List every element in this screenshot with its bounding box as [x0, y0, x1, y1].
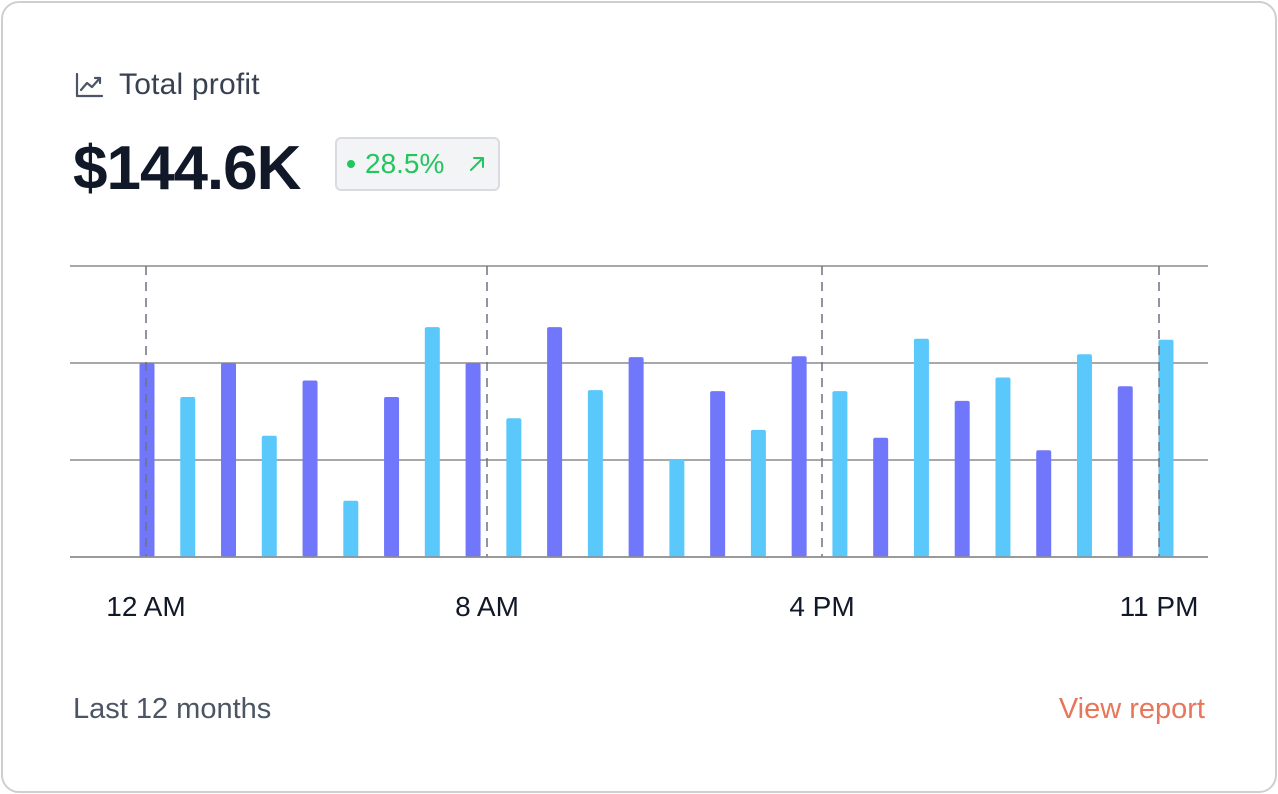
bar-12 [628, 357, 644, 557]
bar-16 [791, 356, 807, 557]
bar-19 [913, 338, 929, 557]
bar-7 [424, 327, 440, 557]
bar-18 [873, 437, 889, 557]
bar-25 [1158, 339, 1174, 557]
bar-8 [465, 363, 481, 557]
bar-3 [261, 435, 277, 557]
bar-11 [587, 390, 603, 557]
bar-21 [995, 377, 1011, 557]
bar-10 [547, 327, 563, 557]
status-dot-icon [347, 160, 355, 168]
card-header: Total profit [73, 65, 260, 105]
card-title: Total profit [119, 68, 260, 101]
bar-13 [669, 459, 685, 557]
change-badge: 28.5% [335, 137, 500, 191]
bar-4 [302, 380, 318, 557]
trend-chart-icon [73, 69, 105, 101]
bar-15 [750, 429, 766, 557]
arrow-up-right-icon [466, 153, 488, 175]
bar-9 [506, 418, 522, 557]
period-label: Last 12 months [73, 693, 272, 725]
bar-0 [139, 363, 155, 557]
bar-23 [1076, 354, 1092, 557]
change-percent: 28.5% [365, 148, 445, 179]
bar-22 [1036, 450, 1052, 557]
bar-17 [832, 391, 848, 557]
x-tick-label-0: 12 AM [106, 591, 185, 622]
view-report-link[interactable]: View report [1058, 693, 1205, 725]
x-tick-label-2: 4 PM [789, 591, 854, 622]
bar-20 [954, 400, 970, 557]
bar-2 [221, 363, 237, 557]
bar-1 [180, 396, 196, 557]
value-row: $144.6K 28.5% [73, 133, 500, 203]
bar-6 [384, 396, 400, 557]
bar-24 [1117, 386, 1133, 557]
total-profit-value: $144.6K [73, 133, 301, 203]
x-tick-label-1: 8 AM [455, 591, 519, 622]
x-tick-label-3: 11 PM [1120, 591, 1199, 622]
bar-5 [343, 500, 359, 557]
bar-14 [710, 391, 726, 557]
